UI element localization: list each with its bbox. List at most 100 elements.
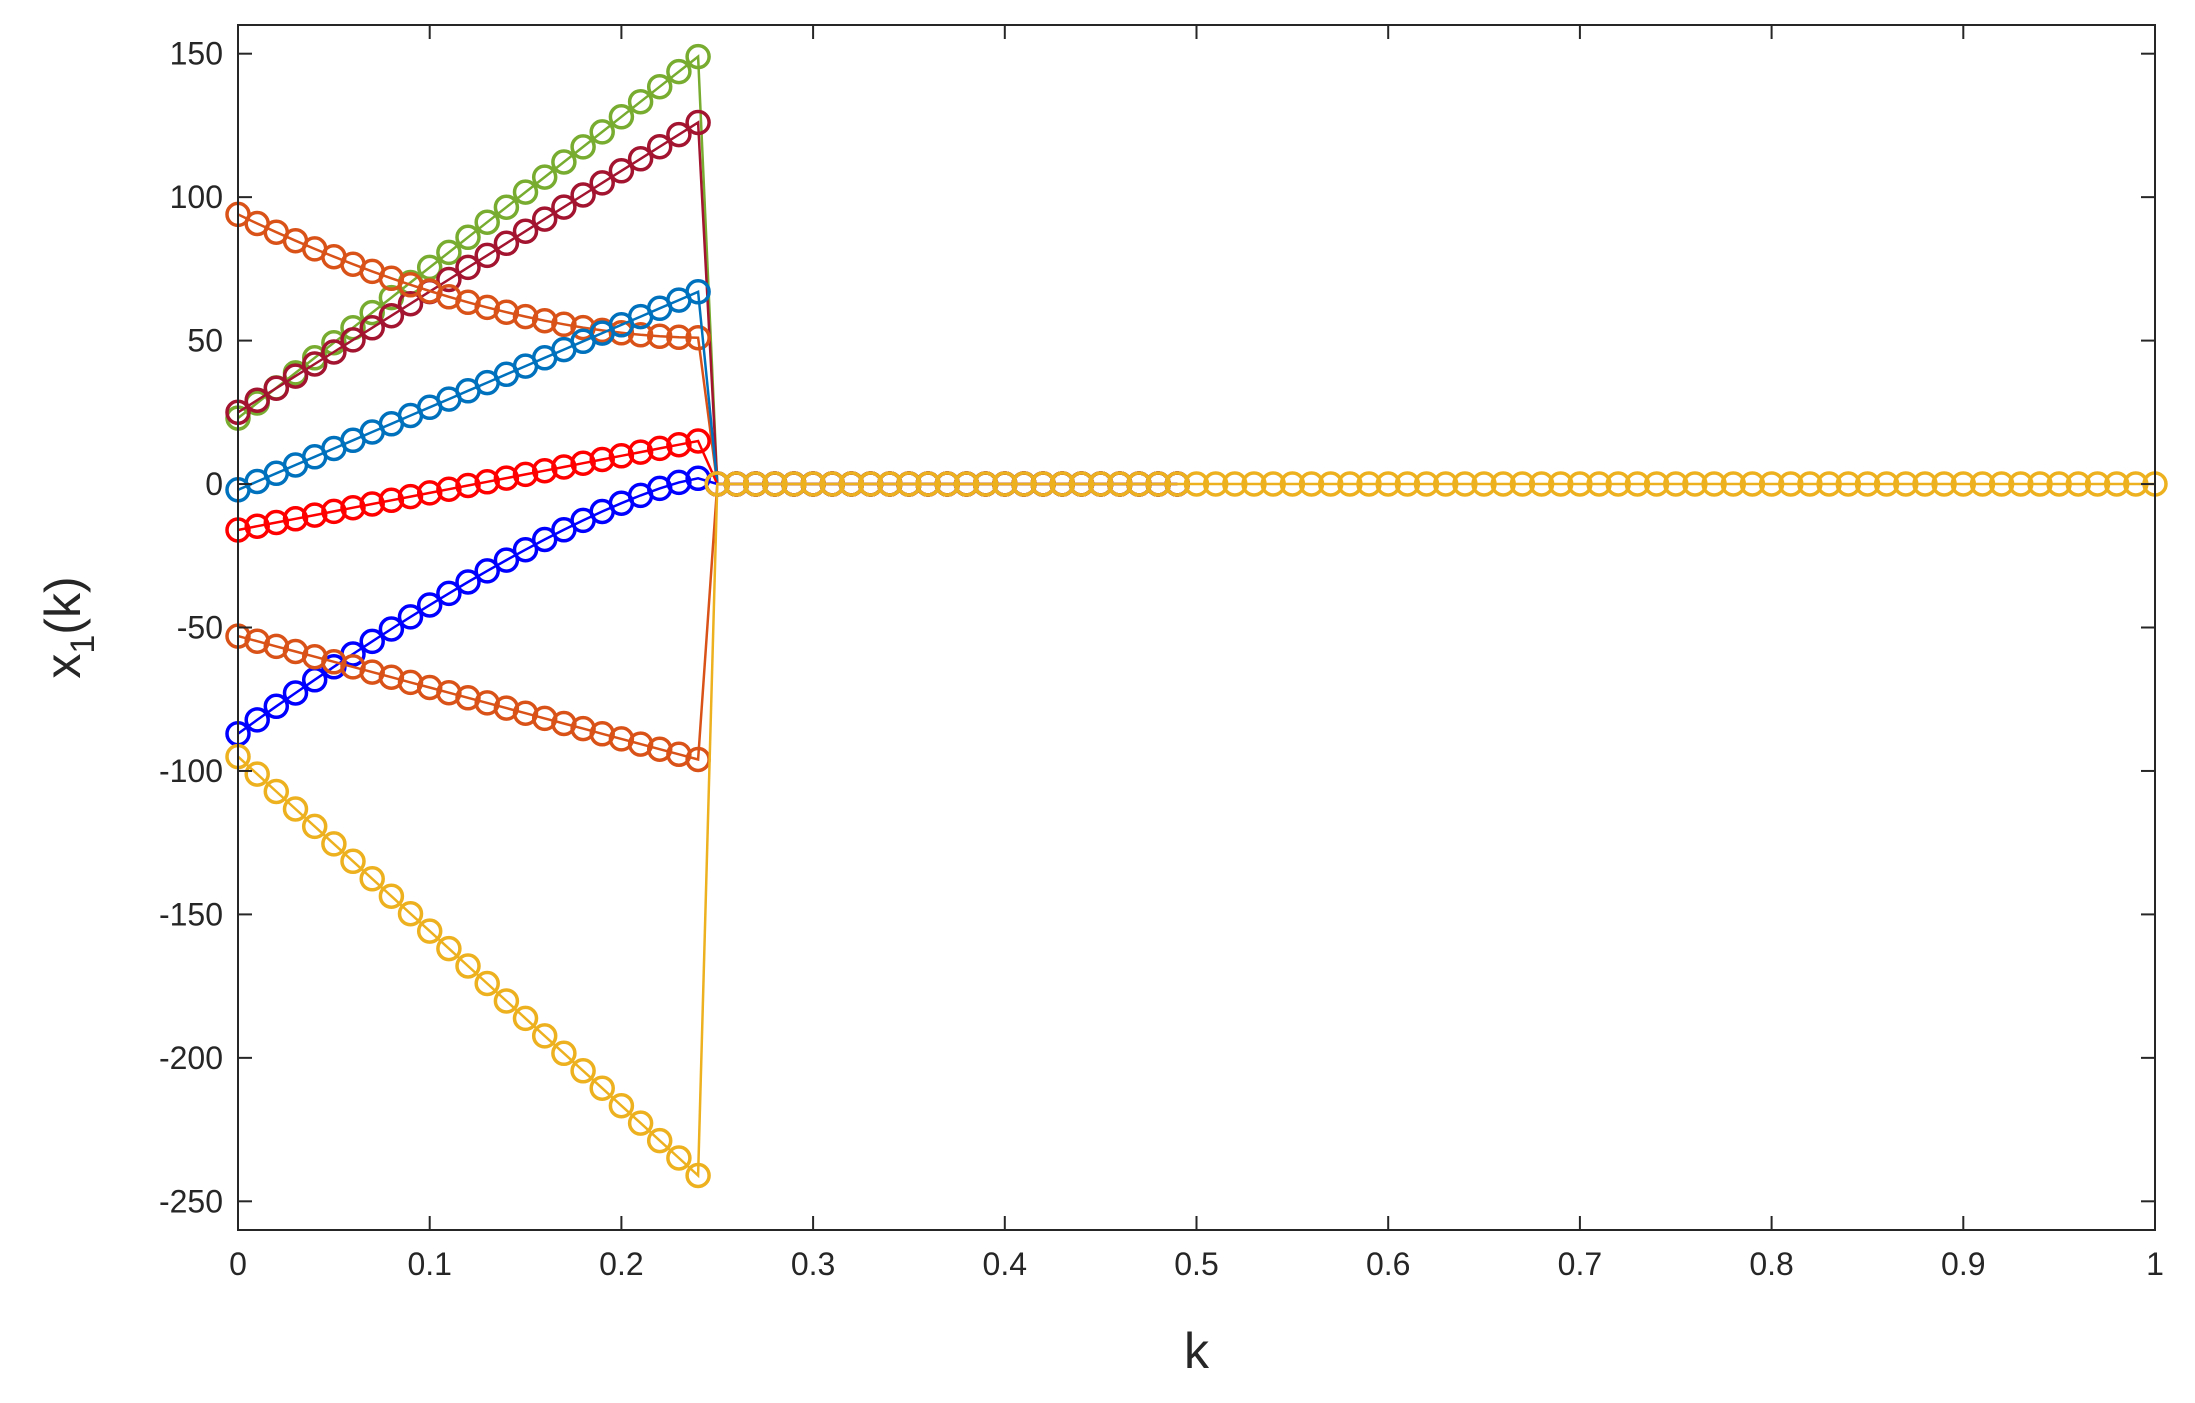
data-point bbox=[378, 883, 405, 909]
data-point bbox=[1356, 471, 1382, 497]
data-point bbox=[1222, 471, 1248, 497]
data-point bbox=[666, 324, 692, 351]
x-tick-label: 0.6 bbox=[1366, 1246, 1410, 1282]
data-point bbox=[1701, 471, 1727, 497]
data-point bbox=[666, 431, 692, 458]
data-point bbox=[2008, 471, 2034, 497]
data-point bbox=[1413, 471, 1440, 497]
x-tick-label: 1 bbox=[2146, 1246, 2164, 1282]
data-point bbox=[1068, 471, 1095, 497]
data-point bbox=[474, 558, 500, 584]
data-point bbox=[340, 494, 366, 521]
data-point bbox=[685, 428, 711, 454]
data-point bbox=[1720, 471, 1747, 497]
data-point bbox=[2027, 471, 2053, 497]
data-point bbox=[723, 471, 750, 497]
data-point bbox=[1145, 471, 1171, 497]
data-point bbox=[493, 465, 520, 491]
series-line bbox=[237, 482, 2155, 1179]
x-tick-label: 0.1 bbox=[407, 1246, 451, 1282]
series-7 bbox=[225, 471, 2168, 1189]
data-point bbox=[263, 375, 290, 401]
data-point bbox=[1126, 471, 1152, 497]
y-tick-label: -50 bbox=[177, 610, 223, 646]
data-point bbox=[455, 472, 481, 499]
y-tick-label: -150 bbox=[159, 896, 223, 932]
data-point bbox=[340, 848, 366, 875]
data-point bbox=[436, 580, 462, 607]
data-point bbox=[1643, 471, 1670, 497]
data-point bbox=[992, 471, 1018, 497]
data-point bbox=[416, 480, 443, 506]
data-point bbox=[301, 813, 328, 840]
data-point bbox=[608, 1092, 635, 1119]
x-tick-label: 0.2 bbox=[599, 1246, 643, 1282]
data-point bbox=[1471, 471, 1497, 497]
data-point bbox=[1509, 471, 1536, 497]
data-point bbox=[531, 307, 558, 334]
x-tick-label: 0.8 bbox=[1749, 1246, 1793, 1282]
data-point bbox=[1547, 471, 1574, 497]
data-point bbox=[800, 471, 826, 497]
x-tick-label: 0.5 bbox=[1174, 1246, 1218, 1282]
data-point bbox=[455, 224, 481, 251]
data-point bbox=[512, 536, 539, 563]
data-point bbox=[685, 109, 711, 136]
data-point bbox=[1605, 471, 1631, 497]
data-point bbox=[474, 469, 500, 495]
data-point bbox=[531, 1023, 558, 1049]
data-point bbox=[1298, 471, 1325, 497]
data-point bbox=[244, 387, 270, 413]
data-point bbox=[1758, 471, 1785, 497]
data-point bbox=[1682, 471, 1708, 497]
data-point bbox=[1087, 471, 1114, 497]
data-point bbox=[1816, 471, 1842, 497]
x-axis-label: k bbox=[1184, 1323, 1210, 1379]
data-point bbox=[1567, 471, 1593, 497]
data-point bbox=[627, 1110, 654, 1136]
data-point bbox=[455, 953, 481, 979]
x-tick-label: 0.7 bbox=[1558, 1246, 1602, 1282]
data-point bbox=[301, 351, 328, 377]
data-point bbox=[1969, 471, 1996, 497]
data-point bbox=[2084, 471, 2111, 497]
data-point bbox=[436, 266, 462, 293]
data-point bbox=[436, 476, 462, 502]
data-point bbox=[359, 866, 385, 892]
data-point bbox=[627, 88, 654, 115]
data-point bbox=[934, 471, 961, 497]
data-point bbox=[436, 935, 462, 962]
data-point bbox=[1279, 471, 1306, 497]
data-point bbox=[493, 547, 520, 573]
data-point bbox=[512, 461, 539, 488]
data-point bbox=[704, 471, 731, 497]
data-point bbox=[397, 290, 424, 317]
data-point bbox=[455, 569, 481, 595]
data-point bbox=[819, 471, 846, 497]
data-point bbox=[1873, 471, 1900, 497]
data-point bbox=[627, 439, 654, 465]
data-point bbox=[1988, 471, 2015, 497]
data-point bbox=[397, 483, 424, 510]
data-point bbox=[915, 471, 941, 497]
data-point bbox=[1317, 471, 1344, 497]
data-point bbox=[244, 513, 270, 539]
y-axis-label-tail: (k) bbox=[35, 576, 91, 634]
data-point bbox=[1739, 471, 1766, 497]
data-point bbox=[1337, 471, 1363, 497]
data-point bbox=[838, 471, 865, 497]
data-point bbox=[1452, 471, 1478, 497]
data-point bbox=[1049, 471, 1076, 497]
data-point bbox=[244, 761, 270, 787]
data-point bbox=[1432, 471, 1459, 497]
y-tick-label: -200 bbox=[159, 1040, 223, 1076]
data-point bbox=[244, 707, 270, 733]
data-point bbox=[646, 133, 673, 160]
data-point bbox=[416, 592, 443, 618]
data-point bbox=[877, 471, 903, 497]
data-point bbox=[282, 796, 309, 822]
data-point bbox=[359, 315, 385, 341]
data-point bbox=[857, 471, 884, 497]
data-point bbox=[589, 119, 615, 145]
